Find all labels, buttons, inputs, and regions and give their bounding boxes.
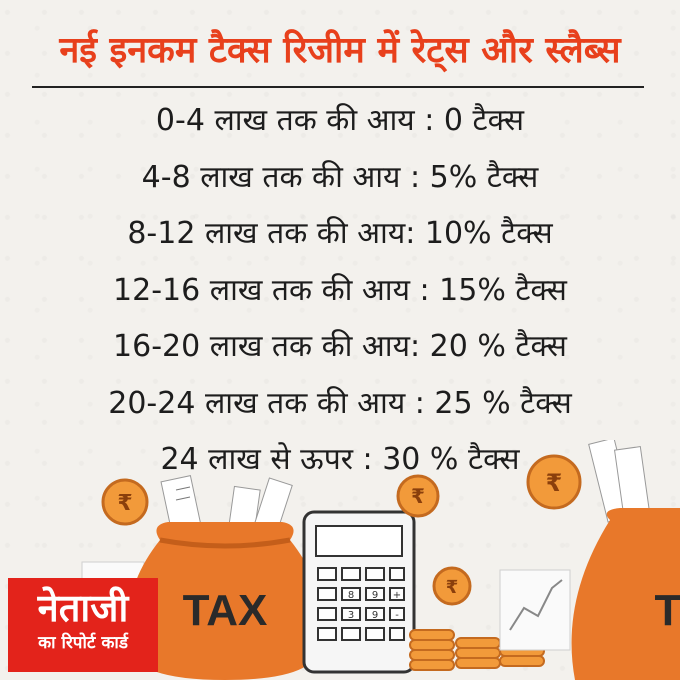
rupee-coin-icon: ₹ xyxy=(101,478,149,526)
calc-key: - xyxy=(395,610,399,621)
tax-bag-icon: T xyxy=(571,508,680,680)
calc-key: 8 xyxy=(348,590,354,601)
title-divider xyxy=(32,86,644,88)
coin-symbol: ₹ xyxy=(411,484,425,508)
coin-symbol: ₹ xyxy=(446,577,459,598)
tax-slab-item: 12-16 लाख तक की आय : 15% टैक्स xyxy=(113,272,567,308)
rupee-coin-icon: ₹ xyxy=(526,454,582,510)
tax-bag-icon: TAX xyxy=(128,522,322,680)
coin-stack-icon xyxy=(409,629,545,671)
logo-main-text: नेताजी xyxy=(37,586,129,630)
tax-slab-item: 16-20 लाख तक की आय: 20 % टैक्स xyxy=(113,329,567,364)
tax-slab-item: 8-12 लाख तक की आय: 10% टैक्स xyxy=(127,216,553,251)
rupee-coin-icon: ₹ xyxy=(396,474,440,518)
calc-key: + xyxy=(393,590,401,601)
rupee-coin-icon: ₹ xyxy=(432,566,472,606)
calc-key: 9 xyxy=(372,590,378,601)
tax-slab-item: 24 लाख से ऊपर : 30 % टैक्स xyxy=(160,442,520,477)
calc-key: 9 xyxy=(372,610,378,621)
tax-slab-item: 0-4 लाख तक की आय : 0 टैक्स xyxy=(155,103,525,138)
calc-key: 3 xyxy=(348,610,354,621)
calculator-icon: 8 9 + 3 9 - xyxy=(302,510,416,674)
chart-paper-icon xyxy=(499,569,571,651)
logo-sub-text: का रिपोर्ट कार्ड xyxy=(38,633,128,653)
page-title: नई इनकम टैक्स रिजीम में रेट्स और स्लैब्स xyxy=(59,30,621,71)
brand-logo: नेताजी का रिपोर्ट कार्ड xyxy=(8,578,158,672)
bag-label-right: T xyxy=(655,586,680,635)
tax-illustration: TAX ₹ 8 9 + 3 9 - ₹ xyxy=(81,440,680,680)
tax-slab-item: 4-8 लाख तक की आय : 5% टैक्स xyxy=(141,159,539,195)
bag-label: TAX xyxy=(183,586,268,635)
tax-slab-list: 0-4 लाख तक की आय : 0 टैक्स 4-8 लाख तक की… xyxy=(0,96,680,492)
tax-slab-item: 20-24 लाख तक की आय : 25 % टैक्स xyxy=(108,385,572,421)
coin-symbol: ₹ xyxy=(117,491,132,516)
coin-symbol: ₹ xyxy=(546,469,563,497)
